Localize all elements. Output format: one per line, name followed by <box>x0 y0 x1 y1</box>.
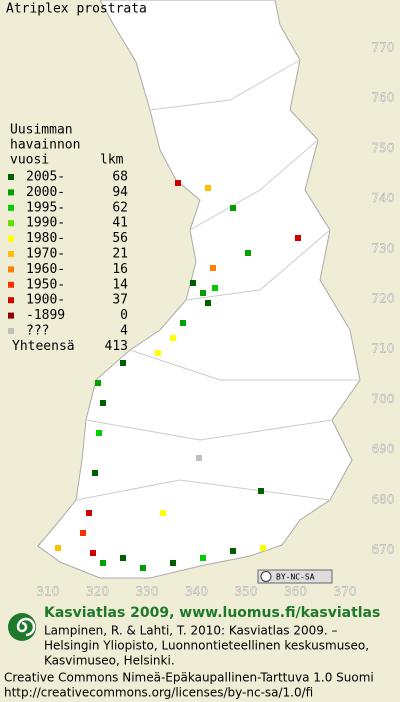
x-grid-label: 320 <box>86 585 109 599</box>
legend-label: 1950- <box>26 277 65 292</box>
x-grid-label: 330 <box>136 585 159 599</box>
legend-swatch <box>8 235 14 242</box>
y-grid-label: 760 <box>372 91 395 105</box>
y-grid-label: 750 <box>372 141 395 155</box>
y-grid-label: 670 <box>372 543 395 557</box>
badge-text: BY-NC-SA <box>276 573 315 582</box>
legend-label: 2005- <box>26 170 65 185</box>
y-grid-label: 770 <box>372 41 395 55</box>
legend-swatch <box>8 312 14 319</box>
legend-swatch <box>8 328 14 334</box>
legend-swatch <box>8 281 14 288</box>
legend-count: 0 <box>120 308 128 323</box>
x-grid-label: 370 <box>334 585 357 599</box>
legend-count: 62 <box>112 200 128 215</box>
legend-count: 56 <box>112 231 128 246</box>
x-grid-label: 360 <box>284 585 307 599</box>
legend-count: 41 <box>112 216 128 231</box>
legend-label: ??? <box>26 324 49 339</box>
legend-count: 94 <box>112 185 128 200</box>
brand: Kasviatlas 2009, www.luomus.fi/kasviatla… <box>44 605 380 621</box>
legend-label: -1899 <box>26 308 65 323</box>
legend-swatch <box>8 266 14 273</box>
grid-labels: 310 320 330 340 350 360 3706706806907007107207… <box>36 40 395 599</box>
legend-label: 1980- <box>26 231 65 246</box>
x-grid-label: 350 <box>235 585 258 599</box>
observation-squares <box>55 180 301 571</box>
total-label: Yhteensä <box>12 339 75 354</box>
legend-count: 14 <box>112 277 128 292</box>
y-grid-label: 740 <box>372 191 395 205</box>
legend-header: lkm <box>100 153 124 168</box>
license-url: http://creativecommons.org/licenses/by-n… <box>4 686 313 700</box>
citation: Lampinen, R. & Lahti, T. 2010: Kasviatla… <box>44 624 338 638</box>
x-grid-label: 310 <box>37 585 60 599</box>
legend-swatch <box>8 251 14 257</box>
legend-swatch <box>8 174 14 180</box>
legend-count: 68 <box>112 170 128 185</box>
species-title: Atriplex prostrata <box>6 2 147 17</box>
legend-swatch <box>8 204 14 211</box>
legend-label: 1970- <box>26 247 65 262</box>
legend-header: vuosi <box>10 153 49 168</box>
legend-label: 1995- <box>26 200 65 215</box>
total-count: 413 <box>105 339 128 354</box>
legend-count: 16 <box>112 262 128 277</box>
citation: Helsingin Yliopisto, Luonnontieteellinen… <box>44 639 369 653</box>
legend-label: 1990- <box>26 216 65 231</box>
y-grid-label: 690 <box>372 442 395 456</box>
legend-swatch <box>8 220 14 227</box>
license: Creative Commons Nimeä-Epäkaupallinen-Ta… <box>4 671 374 685</box>
legend-count: 4 <box>120 324 128 339</box>
legend-swatch <box>8 297 14 304</box>
finland-outline <box>37 0 361 579</box>
region-borders <box>75 59 360 501</box>
legend-label: 2000- <box>26 185 65 200</box>
y-grid-label: 680 <box>372 492 395 506</box>
y-grid-label: 710 <box>372 342 395 356</box>
legend-header: havainnon <box>10 138 80 153</box>
y-grid-label: 730 <box>372 241 395 255</box>
legend-swatch <box>8 189 14 196</box>
legend-header: Uusimman <box>10 123 73 138</box>
x-grid-label: 340 <box>185 585 208 599</box>
citation: Kasvimuseo, Helsinki. <box>44 654 175 668</box>
license-badge: BY-NC-SA <box>257 569 333 584</box>
y-grid-label: 720 <box>372 292 395 306</box>
legend-count: 37 <box>112 293 128 308</box>
y-grid-label: 700 <box>372 392 395 406</box>
legend-label: 1960- <box>26 262 65 277</box>
legend-count: 21 <box>112 247 128 262</box>
legend-label: 1900- <box>26 293 65 308</box>
logo <box>8 613 36 641</box>
